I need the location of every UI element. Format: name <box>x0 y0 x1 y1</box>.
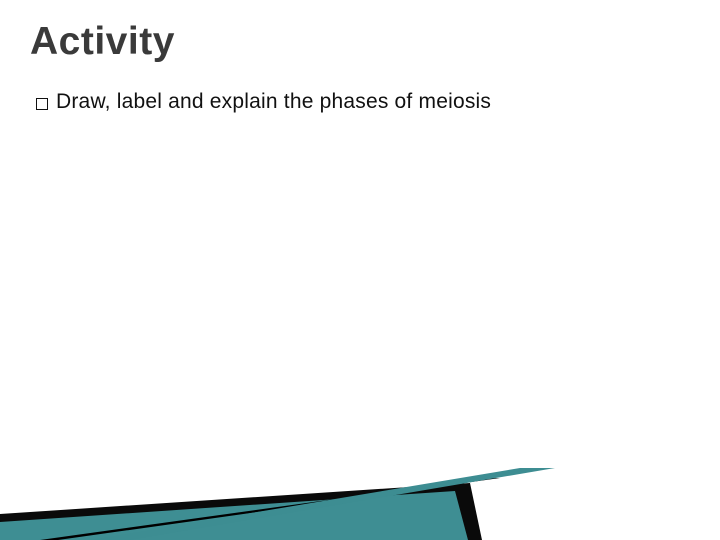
black-stripe <box>40 478 500 540</box>
footer-decor <box>0 450 720 540</box>
square-bullet-icon <box>36 98 48 110</box>
body-line: Draw, label and explain the phases of me… <box>36 90 690 114</box>
shadow-dark <box>0 483 482 540</box>
decor-shapes <box>0 468 555 540</box>
slide: Activity Draw, label and explain the pha… <box>0 0 720 540</box>
body-rest: label and explain the phases of meiosis <box>111 90 491 113</box>
slide-title: Activity <box>30 20 690 64</box>
body-lead: Draw, <box>56 90 111 113</box>
teal-wedge <box>0 491 468 540</box>
teal-stripe <box>90 468 555 540</box>
body-text: Draw, label and explain the phases of me… <box>56 90 491 114</box>
